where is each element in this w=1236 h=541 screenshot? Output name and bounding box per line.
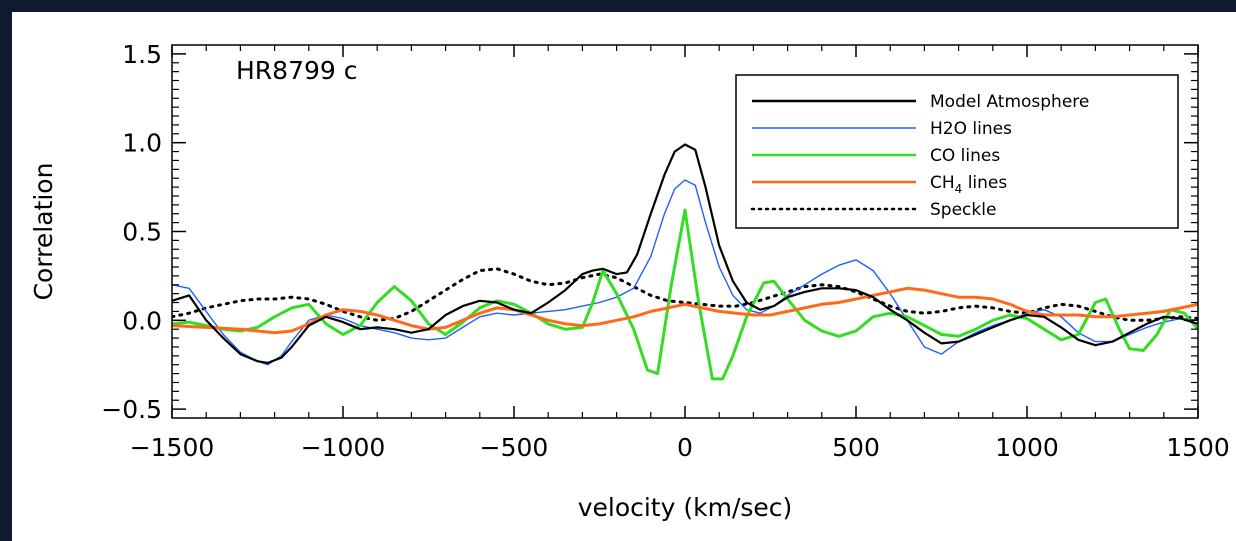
y-tick-label: 0.0 bbox=[122, 306, 162, 335]
series-line-ch4-lines bbox=[172, 286, 1198, 335]
legend-label: Speckle bbox=[930, 200, 996, 220]
legend-label: CH4 lines bbox=[930, 173, 1007, 196]
legend-label: CO lines bbox=[930, 146, 1000, 166]
legend-label: H2O lines bbox=[930, 119, 1012, 139]
ticks-layer: −1500 −1000 −500 0 500 1000 1500 −0.5 0.0 0.5 1.0 1… bbox=[101, 40, 1230, 462]
x-tick-label: 1000 bbox=[995, 433, 1059, 462]
x-tick-label: −500 bbox=[480, 433, 549, 462]
x-tick-label: 500 bbox=[832, 433, 880, 462]
figure-panel: −1500 −1000 −500 0 500 1000 1500 −0.5 0.0 0.5 1.0 1… bbox=[12, 12, 1236, 541]
series-line-co-lines bbox=[172, 208, 1198, 381]
legend-label: Model Atmosphere bbox=[930, 92, 1089, 112]
series-layer bbox=[172, 143, 1198, 381]
x-tick-label: 1500 bbox=[1166, 433, 1230, 462]
x-axis-title: velocity (km/sec) bbox=[578, 493, 793, 522]
x-tick-label: −1500 bbox=[130, 433, 215, 462]
y-axis-title: Correlation bbox=[29, 163, 58, 301]
y-tick-label: 1.0 bbox=[122, 129, 162, 158]
x-tick-label: 0 bbox=[677, 433, 693, 462]
x-tick-label: −1000 bbox=[301, 433, 386, 462]
plot-title: HR8799 c bbox=[236, 56, 357, 85]
y-tick-label: −0.5 bbox=[101, 395, 162, 424]
y-tick-label: 1.5 bbox=[122, 40, 162, 69]
series-line-model-atmosphere bbox=[172, 143, 1198, 364]
y-tick-label: 0.5 bbox=[122, 218, 162, 247]
legend: Model Atmosphere H2O lines CO lines CH4 lin… bbox=[735, 74, 1179, 229]
correlation-chart: −1500 −1000 −500 0 500 1000 1500 −0.5 0.0 0.5 1.0 1… bbox=[29, 40, 1230, 522]
series-line-speckle bbox=[172, 267, 1198, 322]
